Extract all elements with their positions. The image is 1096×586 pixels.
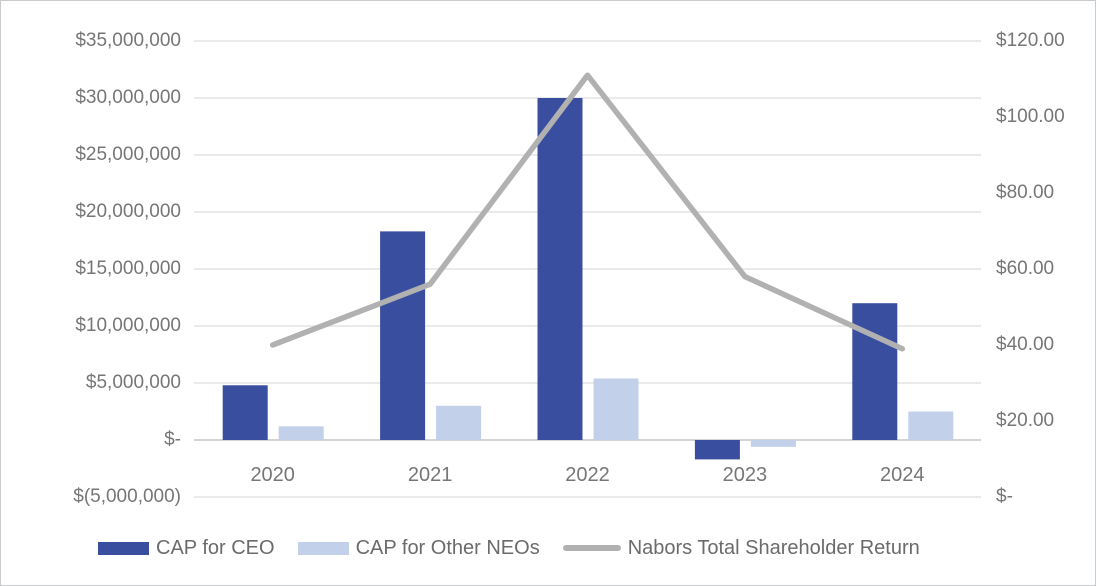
bar-cap-for-ceo-2024 bbox=[852, 303, 898, 440]
legend-label: Nabors Total Shareholder Return bbox=[627, 536, 920, 559]
bar-cap-for-ceo-2022 bbox=[537, 98, 583, 440]
right-axis-tick-label: $100.00 bbox=[996, 106, 1065, 127]
bar-cap-for-other-neos-2020 bbox=[278, 426, 324, 440]
right-axis-tick-label: $80.00 bbox=[996, 182, 1055, 203]
legend-bar-swatch-icon bbox=[98, 541, 149, 555]
left-axis-tick-label: $5,000,000 bbox=[85, 372, 181, 393]
bar-cap-for-other-neos-2024 bbox=[908, 411, 954, 440]
left-axis-tick-label: $20,000,000 bbox=[75, 201, 181, 222]
left-axis-tick-label: $10,000,000 bbox=[75, 315, 181, 336]
left-axis-tick-label: $(5,000,000) bbox=[73, 486, 181, 507]
category-label-2022: 2022 bbox=[565, 464, 610, 486]
bar-cap-for-ceo-2023 bbox=[694, 440, 740, 460]
legend-label: CAP for CEO bbox=[156, 536, 275, 559]
bar-cap-for-other-neos-2022 bbox=[593, 378, 639, 440]
bar-cap-for-other-neos-2023 bbox=[750, 440, 796, 447]
chart-legend: CAP for CEO CAP for Other NEOs Nabors Tota… bbox=[98, 534, 920, 562]
legend-item-cap-for-ceo: CAP for CEO bbox=[98, 537, 275, 560]
category-label-2020: 2020 bbox=[250, 464, 295, 486]
right-axis-tick-label: $20.00 bbox=[996, 410, 1055, 431]
right-axis-tick-label: $- bbox=[996, 486, 1013, 507]
line-nabors-total-shareholder-return bbox=[269, 72, 906, 352]
left-axis-tick-label: $35,000,000 bbox=[75, 30, 181, 51]
legend-item-cap-for-other-neos: CAP for Other NEOs bbox=[297, 536, 540, 560]
left-axis-tick-label: $25,000,000 bbox=[75, 144, 181, 165]
right-axis-tick-label: $60.00 bbox=[996, 258, 1055, 279]
legend-label: CAP for Other NEOs bbox=[355, 536, 540, 559]
legend-line-marker-icon bbox=[562, 545, 621, 551]
bar-cap-for-ceo-2021 bbox=[380, 231, 426, 440]
bar-cap-for-ceo-2020 bbox=[222, 385, 268, 440]
category-label-2023: 2023 bbox=[722, 464, 768, 486]
legend-item-nabors-total-shareholder-return: Nabors Total Shareholder Return bbox=[562, 536, 920, 560]
bar-cap-for-other-neos-2021 bbox=[436, 405, 482, 440]
right-axis-tick-label: $120.00 bbox=[996, 30, 1065, 51]
legend-bar-swatch-icon bbox=[297, 541, 349, 555]
category-label-2024: 2024 bbox=[880, 464, 925, 486]
left-axis-tick-label: $30,000,000 bbox=[75, 87, 181, 108]
left-axis-tick-label: $- bbox=[164, 429, 181, 450]
category-label-2021: 2021 bbox=[407, 464, 453, 486]
left-axis-tick-label: $15,000,000 bbox=[75, 258, 181, 279]
right-axis-tick-label: $40.00 bbox=[996, 334, 1055, 355]
